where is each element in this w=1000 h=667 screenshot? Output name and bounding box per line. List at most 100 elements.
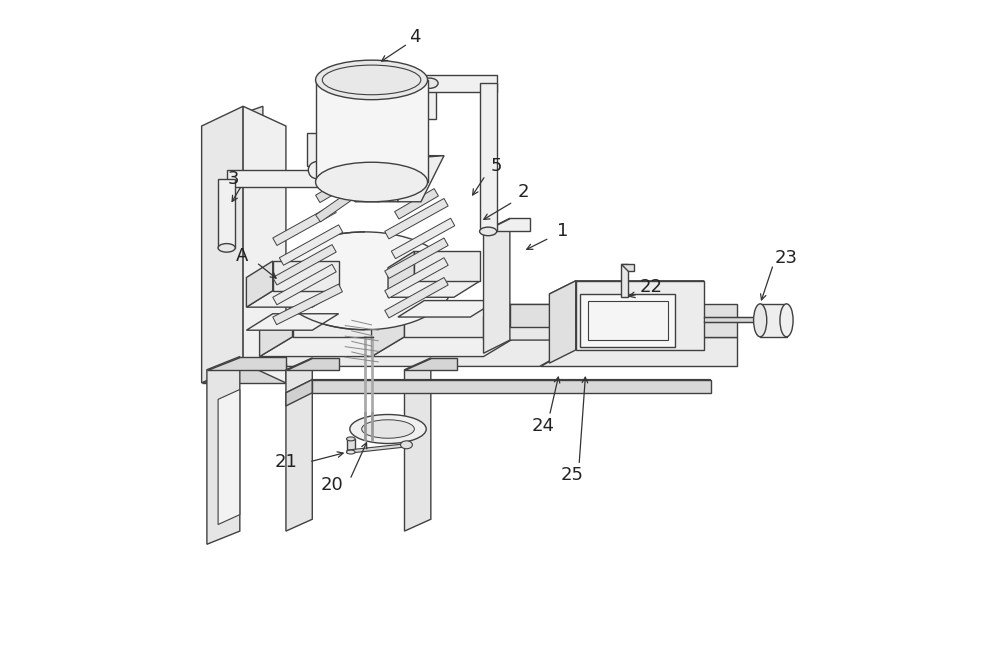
Polygon shape — [263, 304, 592, 337]
Ellipse shape — [347, 437, 355, 441]
Ellipse shape — [316, 60, 428, 99]
Polygon shape — [273, 245, 336, 285]
Polygon shape — [316, 192, 353, 222]
Polygon shape — [286, 358, 312, 531]
Polygon shape — [279, 225, 343, 265]
Polygon shape — [207, 357, 240, 544]
Polygon shape — [480, 83, 497, 231]
Polygon shape — [398, 155, 444, 201]
Polygon shape — [378, 159, 401, 201]
Polygon shape — [207, 357, 286, 370]
Text: 4: 4 — [409, 28, 420, 46]
Polygon shape — [388, 281, 480, 297]
Text: 22: 22 — [640, 278, 663, 296]
Polygon shape — [385, 257, 448, 298]
Text: 24: 24 — [531, 417, 554, 435]
Text: 20: 20 — [321, 476, 343, 494]
Polygon shape — [202, 106, 243, 383]
Text: 1: 1 — [557, 222, 568, 240]
Polygon shape — [207, 304, 263, 366]
Polygon shape — [588, 301, 668, 340]
Text: 2: 2 — [517, 183, 529, 201]
Polygon shape — [704, 317, 760, 322]
Ellipse shape — [754, 304, 767, 337]
Polygon shape — [260, 337, 404, 357]
Polygon shape — [218, 390, 240, 524]
Polygon shape — [760, 304, 787, 337]
Polygon shape — [273, 284, 342, 325]
Polygon shape — [580, 294, 675, 347]
Ellipse shape — [347, 450, 355, 454]
Polygon shape — [246, 261, 273, 307]
Polygon shape — [404, 358, 457, 370]
Ellipse shape — [350, 414, 426, 444]
Polygon shape — [426, 75, 497, 92]
Polygon shape — [385, 277, 448, 318]
Polygon shape — [388, 251, 414, 297]
Polygon shape — [540, 337, 737, 366]
Polygon shape — [246, 313, 339, 330]
Text: A: A — [236, 247, 248, 265]
Polygon shape — [388, 169, 432, 199]
Polygon shape — [510, 304, 576, 327]
Polygon shape — [484, 218, 530, 231]
Polygon shape — [484, 327, 576, 340]
Polygon shape — [339, 155, 358, 201]
Ellipse shape — [316, 162, 428, 201]
Text: 3: 3 — [227, 169, 239, 187]
Polygon shape — [404, 358, 431, 531]
Text: 23: 23 — [775, 249, 798, 267]
Polygon shape — [218, 179, 235, 248]
Polygon shape — [316, 172, 359, 203]
Polygon shape — [372, 307, 404, 357]
Polygon shape — [227, 170, 325, 187]
Polygon shape — [549, 281, 576, 363]
Polygon shape — [355, 155, 381, 201]
Polygon shape — [246, 291, 339, 307]
Polygon shape — [621, 264, 628, 297]
Polygon shape — [398, 301, 497, 317]
Polygon shape — [385, 238, 448, 278]
Polygon shape — [202, 363, 286, 383]
Ellipse shape — [480, 227, 497, 235]
Polygon shape — [293, 307, 404, 337]
Polygon shape — [316, 80, 428, 182]
Ellipse shape — [276, 232, 454, 329]
Text: 25: 25 — [561, 466, 584, 484]
Polygon shape — [404, 307, 516, 337]
Polygon shape — [273, 264, 336, 305]
Polygon shape — [414, 251, 480, 281]
Polygon shape — [207, 337, 592, 366]
Polygon shape — [372, 337, 516, 357]
Ellipse shape — [421, 78, 438, 88]
Ellipse shape — [401, 441, 412, 449]
Polygon shape — [621, 264, 634, 271]
Ellipse shape — [308, 161, 325, 179]
Polygon shape — [419, 83, 436, 119]
Polygon shape — [273, 261, 339, 291]
Text: 21: 21 — [274, 453, 297, 471]
Polygon shape — [339, 155, 444, 165]
Polygon shape — [352, 165, 396, 196]
Text: 5: 5 — [491, 157, 502, 175]
Polygon shape — [307, 133, 324, 165]
Polygon shape — [592, 304, 737, 337]
Ellipse shape — [780, 304, 793, 337]
Polygon shape — [286, 380, 312, 406]
Polygon shape — [391, 218, 455, 259]
Polygon shape — [243, 106, 286, 383]
Polygon shape — [207, 106, 263, 370]
Ellipse shape — [362, 420, 414, 438]
Polygon shape — [347, 444, 408, 454]
Polygon shape — [286, 380, 711, 393]
Polygon shape — [549, 281, 704, 294]
Polygon shape — [260, 307, 293, 357]
Polygon shape — [385, 199, 448, 239]
Polygon shape — [484, 218, 510, 354]
Polygon shape — [395, 189, 438, 219]
Polygon shape — [286, 358, 339, 370]
Polygon shape — [484, 304, 510, 340]
Polygon shape — [347, 439, 355, 452]
Polygon shape — [273, 205, 336, 245]
Polygon shape — [312, 380, 711, 393]
